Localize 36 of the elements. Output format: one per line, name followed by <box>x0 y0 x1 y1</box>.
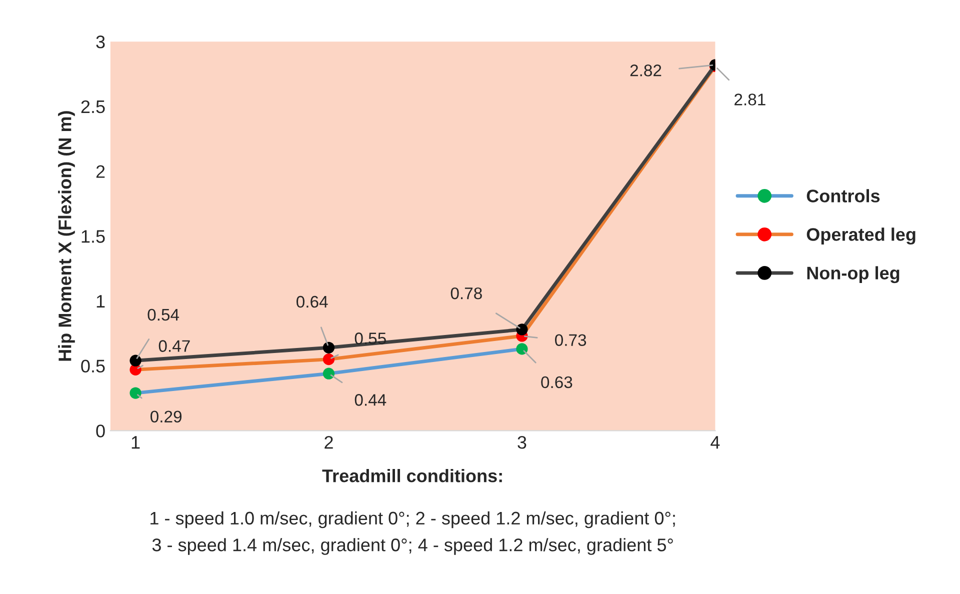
text: 3 - speed 1.4 m/sec, gradient 0°; 4 - speed 1.2 m/sec, gradient 5° <box>152 538 673 555</box>
x-tick-label: 3 <box>518 436 526 449</box>
data-label: 0.29 <box>150 410 182 423</box>
data-label: 0.47 <box>158 340 190 352</box>
point <box>516 343 528 355</box>
data-label: 0.73 <box>555 334 586 346</box>
x-tick-label: 2 <box>324 436 333 449</box>
data-label: 2.81 <box>734 94 766 106</box>
y-tick-label: 0 <box>96 424 105 438</box>
x-tick-label: 4 <box>710 436 720 449</box>
y-axis-title: Hip Moment X (Flexion) (N m) <box>58 111 75 361</box>
data-label: 0.64 <box>296 296 328 308</box>
data-label: 0.63 <box>541 376 572 388</box>
y-tick-label: 0.5 <box>81 360 105 373</box>
point <box>322 368 335 380</box>
data-label: 0.44 <box>354 394 386 406</box>
point <box>322 342 335 354</box>
point <box>130 354 142 366</box>
y-tick-label: 2.5 <box>81 100 105 114</box>
legend-label: Controls <box>806 189 880 202</box>
data-label: 0.55 <box>354 332 386 344</box>
y-tick-label: 1.5 <box>82 230 105 243</box>
legend-label: Non-op leg <box>807 266 900 284</box>
text: 1 - speed 1.0 m/sec, gradient 0°; 2 - speed 1.2 m/sec, gradient 0°; <box>150 511 675 528</box>
data-label: 2.82 <box>630 64 662 76</box>
x-axis-title: Treadmill conditions: <box>322 469 502 482</box>
y-tick-label: 3 <box>96 36 105 48</box>
data-label: 0.54 <box>148 308 180 321</box>
point <box>130 387 142 399</box>
y-tick-label: 2 <box>96 165 105 178</box>
x-tick-label: 1 <box>132 436 140 449</box>
data-label: 0.78 <box>450 287 482 300</box>
y-tick-label: 1 <box>96 295 105 308</box>
legend-label: Operated leg <box>806 228 916 245</box>
point <box>322 354 335 366</box>
point <box>516 324 528 336</box>
